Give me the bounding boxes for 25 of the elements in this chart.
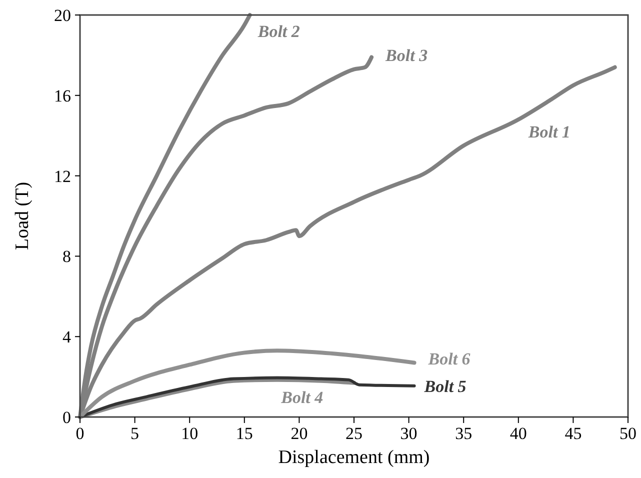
x-tick-label: 30 — [400, 424, 418, 443]
y-tick-label: 8 — [62, 247, 71, 266]
y-tick-label: 0 — [62, 408, 71, 427]
x-tick-label: 10 — [181, 424, 198, 443]
y-tick-label: 4 — [62, 328, 72, 347]
x-tick-label: 0 — [76, 424, 84, 443]
series-label: Bolt 6 — [427, 350, 471, 369]
x-tick-label: 25 — [346, 424, 362, 443]
y-tick-label: 16 — [54, 86, 71, 106]
series-label: Bolt 3 — [384, 46, 428, 66]
x-axis-title: Displacement (mm) — [278, 447, 430, 468]
y-tick-label: 12 — [54, 166, 71, 186]
x-tick-label: 50 — [620, 424, 636, 443]
x-tick-label: 40 — [510, 424, 527, 443]
series-label: Bolt 4 — [280, 388, 324, 407]
series-label: Bolt 1 — [527, 122, 570, 142]
series-label: Bolt 5 — [423, 376, 467, 396]
x-tick-label: 35 — [455, 424, 472, 443]
x-tick-label: 20 — [290, 424, 308, 443]
x-tick-label: 15 — [236, 424, 253, 443]
x-tick-label: 45 — [564, 424, 582, 443]
x-tick-label: 5 — [130, 424, 140, 443]
y-axis-title: Load (T) — [12, 182, 33, 250]
y-tick-label: 20 — [54, 6, 71, 25]
series-label: Bolt 2 — [256, 22, 300, 41]
